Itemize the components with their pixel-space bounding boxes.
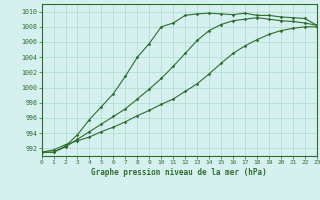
X-axis label: Graphe pression niveau de la mer (hPa): Graphe pression niveau de la mer (hPa) bbox=[91, 168, 267, 177]
